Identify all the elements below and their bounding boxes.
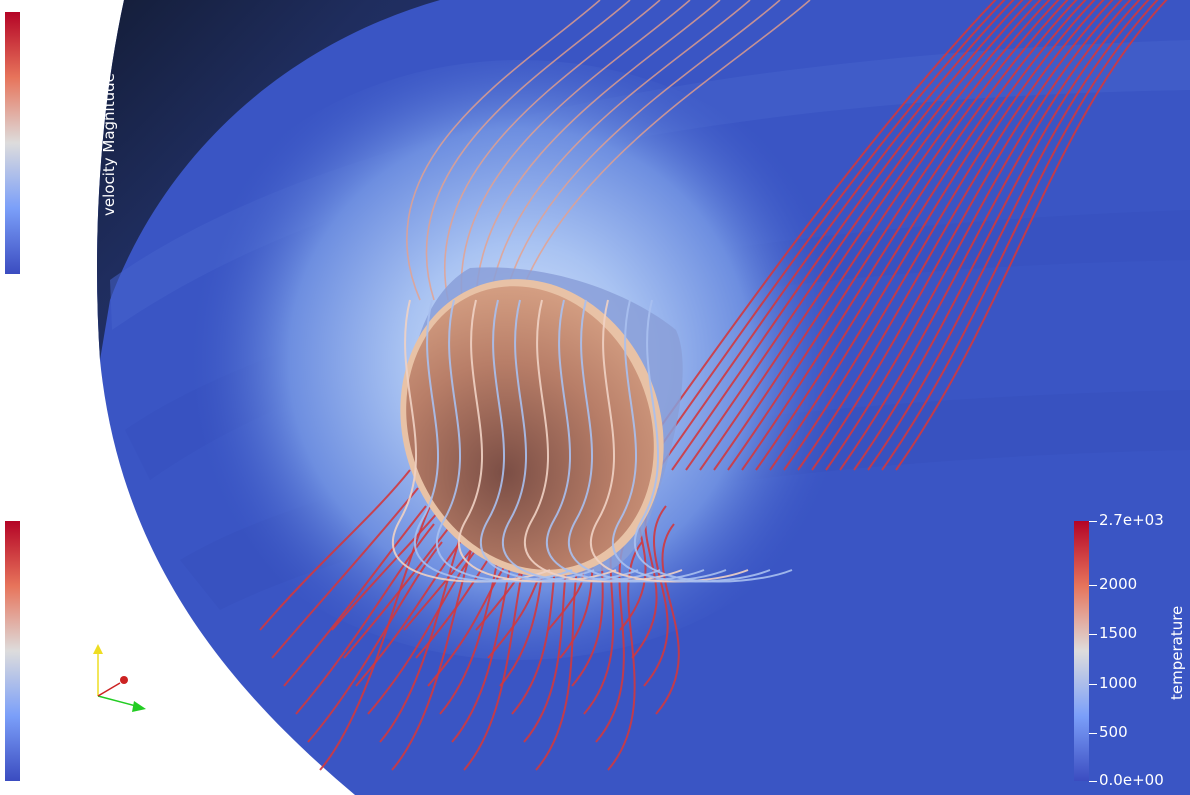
streamline <box>406 0 601 301</box>
streamline <box>867 0 1150 471</box>
streamline <box>475 0 721 301</box>
z-axis-arrow <box>120 676 128 684</box>
streamline <box>671 0 1024 471</box>
streamline <box>643 0 1006 471</box>
temperature-tick-mark <box>1089 521 1097 522</box>
velocity-colorbar <box>5 12 20 274</box>
x-axis-line <box>97 695 137 707</box>
xyz-axes-icon[interactable] <box>90 640 160 720</box>
temperature-tick-label: 1000 <box>1099 674 1138 692</box>
temperature-tick-label: 0.0e+00 <box>1099 771 1164 789</box>
streamline <box>259 469 411 631</box>
velocity-tick-mark <box>20 670 26 671</box>
temperature-tick-label: 500 <box>1099 723 1128 741</box>
temperature-colorbar <box>1074 521 1089 781</box>
temperature-tick-mark <box>1089 684 1097 685</box>
streamline <box>713 0 1051 471</box>
temperature-tick-label: 2.7e+03 <box>1099 511 1164 529</box>
domain-dark-shell <box>97 0 440 360</box>
secondary-colorbar-ticks <box>20 521 26 781</box>
streamline <box>825 0 1123 471</box>
temperature-tick-label: 1500 <box>1099 624 1138 642</box>
streamline <box>444 0 661 301</box>
streamline <box>655 523 680 715</box>
streamline <box>727 0 1060 471</box>
heat-shield <box>406 286 654 570</box>
velocity-tick-mark <box>20 199 26 200</box>
temperature-tick-label: 2000 <box>1099 575 1138 593</box>
velocity-colorbar-title-clip: velocity Magnitude <box>98 64 118 224</box>
streamline <box>811 0 1114 471</box>
streamline <box>881 0 1159 471</box>
velocity-tick-mark <box>20 237 26 238</box>
streamline <box>489 0 751 301</box>
temperature-tick-mark <box>1089 634 1097 635</box>
x-axis-arrow <box>132 701 146 712</box>
streamline <box>460 0 691 301</box>
velocity-tick-mark <box>20 87 26 88</box>
streamline <box>699 0 1042 471</box>
streamline <box>517 0 811 301</box>
velocity-tick-mark <box>20 124 26 125</box>
temperature-colorbar-gradient <box>1074 521 1089 781</box>
front-streamlines <box>391 299 793 583</box>
streamline <box>271 487 419 659</box>
secondary-colorbar <box>5 521 20 781</box>
temperature-colorbar-ticks: 2.7e+03 2000 1500 1000 500 0.0e+00 <box>1089 513 1189 788</box>
velocity-tick-mark <box>20 595 26 596</box>
streamline <box>797 0 1105 471</box>
streamline <box>685 0 1033 471</box>
streamline <box>633 299 793 583</box>
streamline <box>657 0 1015 471</box>
velocity-tick-mark <box>20 744 26 745</box>
streamline <box>503 0 781 301</box>
velocity-tick-mark <box>20 632 26 633</box>
streamline <box>769 0 1087 471</box>
streamline <box>425 0 631 301</box>
velocity-tick-mark <box>20 707 26 708</box>
streamline <box>839 0 1132 471</box>
streamline <box>853 0 1141 471</box>
velocity-tick-mark <box>20 162 26 163</box>
velocity-tick-mark <box>20 49 26 50</box>
streamline <box>295 523 435 715</box>
z-axis-line <box>97 682 121 697</box>
y-axis-arrow <box>93 644 103 654</box>
velocity-colorbar-title: velocity Magnitude <box>100 73 118 216</box>
temperature-tick-mark <box>1089 585 1097 586</box>
streamline <box>755 0 1078 471</box>
streamline <box>895 0 1168 471</box>
shell-band-3 <box>180 390 1190 610</box>
temperature-tick-mark <box>1089 733 1097 734</box>
velocity-colorbar-gradient <box>5 12 20 274</box>
streamline <box>607 541 643 771</box>
streamline <box>783 0 1096 471</box>
velocity-colorbar-ticks <box>20 12 26 274</box>
secondary-colorbar-gradient <box>5 521 20 781</box>
streamline <box>741 0 1069 471</box>
streamline <box>643 505 669 687</box>
velocity-tick-mark <box>20 558 26 559</box>
streamline <box>307 541 443 743</box>
streamline <box>629 0 997 471</box>
temperature-tick-mark <box>1089 781 1097 782</box>
temperature-colorbar-title: temperature <box>1168 605 1186 700</box>
streamline <box>283 505 427 687</box>
streamlines <box>259 0 1168 771</box>
